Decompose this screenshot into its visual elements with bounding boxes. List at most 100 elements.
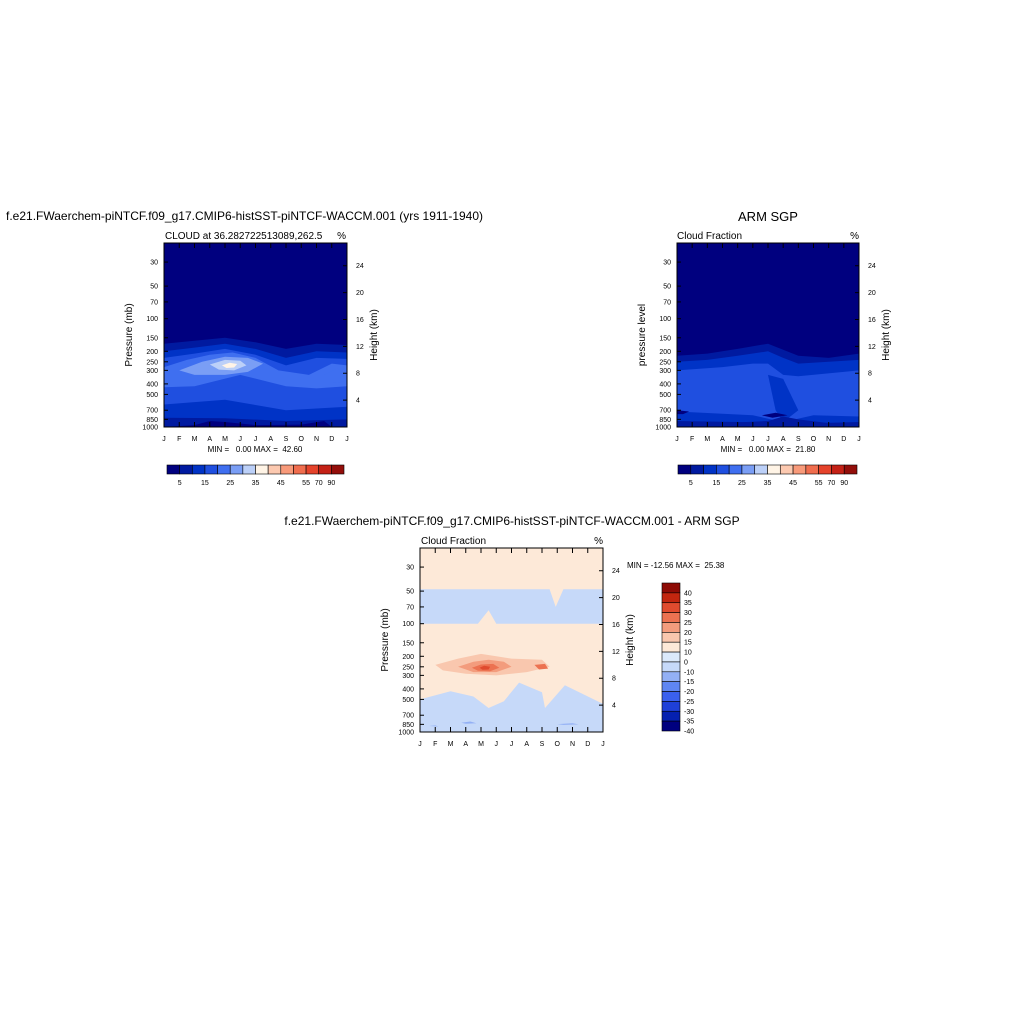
- contour-band: [420, 682, 603, 732]
- diff-axes: J F M A M J J A S O N D J 30 50 70 100 150 200 250 300 400 500…: [398, 548, 620, 748]
- x-tick-label: J: [510, 741, 514, 748]
- colorbar-label: 90: [327, 480, 335, 487]
- y-tick-right-label: 4: [868, 398, 872, 405]
- y-tick-label: 150: [402, 640, 414, 647]
- colorbar-box: [661, 612, 681, 623]
- colorbar-box: [242, 464, 256, 475]
- y-tick-label: 50: [150, 284, 158, 291]
- colorbar-box: [661, 720, 681, 732]
- colorbar-box: [661, 710, 681, 722]
- x-tick-label: J: [766, 436, 770, 443]
- colorbar-label: -15: [684, 679, 694, 686]
- contour-band: [324, 368, 347, 383]
- contour-band: [429, 725, 439, 727]
- y-tick-label: 30: [150, 260, 158, 267]
- model-units: %: [337, 231, 346, 242]
- model-subtitle: CLOUD at 36.282722513089,262.5: [165, 231, 323, 242]
- y-tick-right-label: 16: [356, 317, 364, 324]
- colorbar-label: 25: [738, 480, 746, 487]
- y-tick-label: 70: [663, 299, 671, 306]
- colorbar-box: [728, 464, 743, 475]
- y-tick-label: 1000: [398, 730, 414, 737]
- y-tick-label: 700: [659, 408, 671, 415]
- colorbar-box: [661, 641, 681, 653]
- colorbar-label: 90: [840, 480, 848, 487]
- x-tick-label: S: [540, 741, 545, 748]
- x-tick-label: D: [841, 436, 846, 443]
- colorbar-box: [661, 691, 681, 702]
- colorbar-box: [661, 681, 681, 692]
- colorbar-box: [754, 464, 768, 475]
- model-colorbar: 5 15 25 35 45 55 70 90: [166, 464, 345, 487]
- colorbar-box: [661, 701, 681, 712]
- contour-band: [677, 410, 690, 415]
- colorbar-label: 45: [277, 480, 285, 487]
- colorbar-box: [767, 464, 781, 475]
- model-ylabel: Pressure (mb): [124, 303, 135, 366]
- y-tick-right-label: 4: [356, 398, 360, 405]
- y-tick-label: 400: [402, 686, 414, 693]
- colorbar-box: [293, 464, 307, 475]
- obs-plot-area: [676, 242, 860, 428]
- contour-band: [761, 412, 788, 418]
- colorbar-box: [741, 464, 756, 475]
- diff-ylabel-right: Height (km): [625, 614, 636, 666]
- x-tick-label: D: [585, 741, 590, 748]
- x-tick-label: J: [857, 436, 861, 443]
- obs-axes: J F M A M J J A S O N D J 30 50 70 100 150 200 250 300 400 500…: [655, 243, 876, 443]
- y-tick-label: 850: [402, 722, 414, 729]
- x-tick-label: A: [463, 741, 468, 748]
- colorbar-label: 5: [689, 480, 693, 487]
- colorbar-box: [229, 464, 244, 475]
- colorbar-box: [661, 622, 681, 633]
- x-tick-label: M: [478, 741, 484, 748]
- y-tick-label: 500: [659, 392, 671, 399]
- y-tick-label: 50: [406, 589, 414, 596]
- y-tick-label: 150: [146, 335, 158, 342]
- x-tick-label: J: [345, 436, 349, 443]
- x-tick-label: J: [254, 436, 258, 443]
- y-tick-label: 500: [146, 392, 158, 399]
- colorbar-label: -40: [684, 729, 694, 736]
- y-tick-label: 500: [402, 697, 414, 704]
- y-tick-label: 850: [659, 417, 671, 424]
- x-tick-label: S: [796, 436, 801, 443]
- obs-ylabel-right: Height (km): [881, 309, 892, 361]
- diff-subtitle: Cloud Fraction: [421, 536, 486, 547]
- x-tick-label: A: [720, 436, 725, 443]
- y-tick-label: 100: [146, 316, 158, 323]
- colorbar-box: [661, 661, 681, 673]
- colorbar-label: 35: [684, 600, 692, 607]
- y-tick-label: 300: [402, 673, 414, 680]
- model-plot-area: [163, 242, 348, 428]
- contour-band: [479, 665, 491, 670]
- y-tick-label: 150: [659, 335, 671, 342]
- x-tick-label: N: [570, 741, 575, 748]
- x-tick-label: D: [329, 436, 334, 443]
- obs-contour-fill: [677, 343, 859, 427]
- colorbar-box: [166, 464, 180, 475]
- y-tick-label: 50: [663, 284, 671, 291]
- y-tick-label: 700: [146, 408, 158, 415]
- colorbar-box: [818, 464, 832, 475]
- y-tick-label: 850: [146, 417, 158, 424]
- obs-panel: Cloud Fraction % pressure level Height (…: [637, 231, 892, 487]
- x-tick-label: M: [448, 741, 454, 748]
- contour-band: [557, 723, 579, 725]
- x-tick-label: O: [299, 436, 305, 443]
- y-tick-right-label: 4: [612, 703, 616, 710]
- y-tick-label: 250: [146, 359, 158, 366]
- colorbar-box: [661, 632, 681, 643]
- colorbar-box: [805, 464, 819, 475]
- obs-subtitle: Cloud Fraction: [677, 231, 742, 242]
- y-tick-label: 1000: [655, 425, 671, 432]
- colorbar-box: [661, 602, 681, 613]
- y-tick-right-label: 12: [612, 649, 620, 656]
- x-tick-label: J: [751, 436, 755, 443]
- x-tick-label: J: [495, 741, 499, 748]
- colorbar-box: [792, 464, 807, 475]
- right-figure-title: ARM SGP: [738, 209, 798, 224]
- contour-band: [677, 363, 859, 422]
